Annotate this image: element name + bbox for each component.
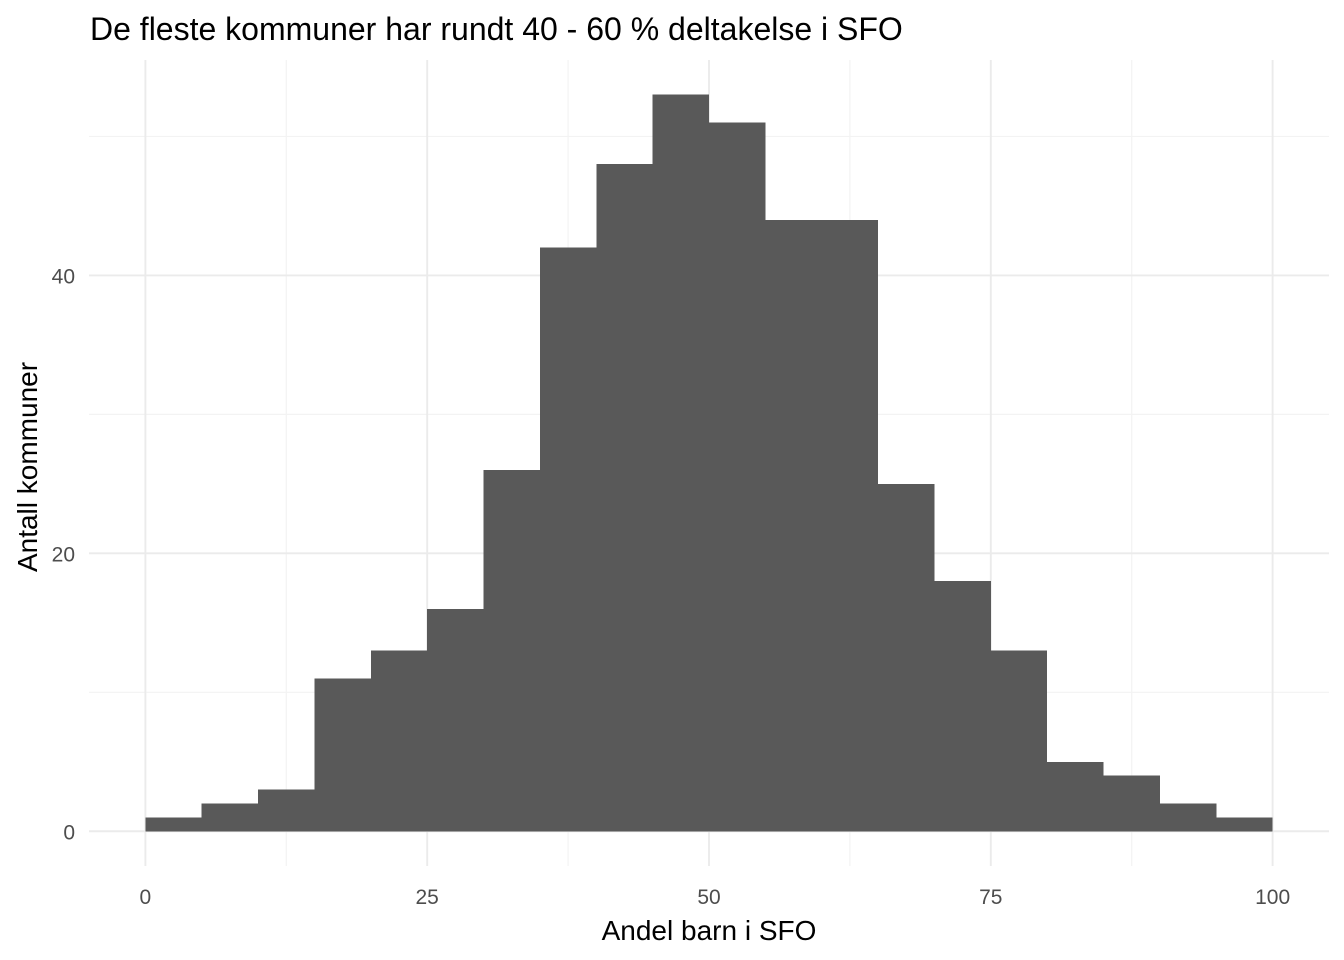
histogram-bar	[539, 247, 597, 832]
histogram-bar	[1159, 803, 1217, 832]
histogram-bar	[709, 122, 766, 832]
histogram-bar	[314, 678, 371, 832]
histogram-bar	[878, 483, 935, 832]
histogram-bar	[652, 94, 709, 832]
histogram-bar	[145, 817, 202, 832]
y-tick-label: 20	[52, 543, 75, 566]
histogram-bar	[1216, 817, 1273, 832]
histogram-bar	[990, 650, 1048, 832]
histogram-bar	[483, 469, 540, 832]
x-axis-ticks: 0 25 50 75 100	[140, 886, 1291, 909]
histogram-bar	[934, 581, 991, 832]
y-axis-ticks: 0 20 40	[52, 265, 75, 844]
x-tick-label: 75	[979, 886, 1002, 909]
histogram-bar	[370, 650, 428, 832]
chart-title: De fleste kommuner har rundt 40 - 60 % d…	[90, 11, 903, 47]
histogram-bar	[427, 608, 484, 832]
x-tick-label: 50	[697, 886, 720, 909]
x-tick-label: 25	[416, 886, 439, 909]
x-axis-title: Andel barn i SFO	[602, 915, 817, 946]
histogram-bar	[1103, 775, 1160, 832]
histogram-bar	[258, 789, 315, 832]
y-axis-title: Antall kommuner	[12, 362, 43, 572]
histogram-bar	[821, 219, 879, 832]
histogram-bars	[145, 94, 1273, 832]
y-tick-label: 0	[63, 821, 75, 844]
y-tick-label: 40	[52, 265, 75, 288]
histogram-bar	[765, 219, 822, 832]
x-tick-label: 0	[140, 886, 152, 909]
histogram-bar	[1047, 761, 1104, 832]
histogram-bar	[201, 803, 259, 832]
x-tick-label: 100	[1255, 886, 1290, 909]
histogram-bar	[596, 164, 653, 832]
